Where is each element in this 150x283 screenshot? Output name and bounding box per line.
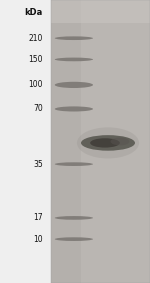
Bar bbox=[51, 0, 81, 283]
Bar bbox=[51, 0, 150, 283]
Ellipse shape bbox=[90, 138, 120, 148]
Ellipse shape bbox=[55, 58, 93, 61]
Ellipse shape bbox=[55, 37, 93, 40]
Text: 100: 100 bbox=[28, 80, 43, 89]
Ellipse shape bbox=[111, 138, 129, 145]
Ellipse shape bbox=[77, 127, 139, 158]
Text: 10: 10 bbox=[33, 235, 43, 244]
Bar bbox=[0, 0, 51, 283]
Ellipse shape bbox=[81, 135, 135, 151]
Ellipse shape bbox=[55, 216, 93, 220]
Text: 70: 70 bbox=[33, 104, 43, 113]
Bar bbox=[51, 0, 150, 23]
Ellipse shape bbox=[55, 106, 93, 112]
Text: 210: 210 bbox=[28, 34, 43, 43]
Text: 35: 35 bbox=[33, 160, 43, 169]
Ellipse shape bbox=[55, 162, 93, 166]
Text: kDa: kDa bbox=[24, 8, 43, 17]
Text: 17: 17 bbox=[33, 213, 43, 222]
Bar bbox=[51, 0, 150, 283]
Ellipse shape bbox=[55, 237, 93, 241]
Ellipse shape bbox=[55, 82, 93, 88]
Text: 150: 150 bbox=[28, 55, 43, 64]
